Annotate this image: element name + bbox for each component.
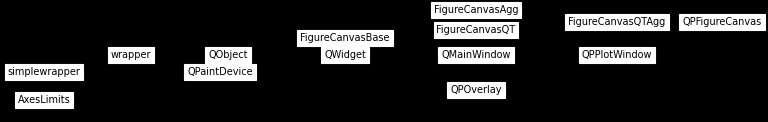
Text: QPPlotWindow: QPPlotWindow bbox=[581, 50, 652, 60]
Text: FigureCanvasQT: FigureCanvasQT bbox=[436, 25, 515, 35]
Text: QObject: QObject bbox=[208, 50, 248, 60]
Text: QPaintDevice: QPaintDevice bbox=[187, 67, 253, 77]
Text: QWidget: QWidget bbox=[324, 50, 366, 60]
Text: FigureCanvasAgg: FigureCanvasAgg bbox=[434, 5, 518, 15]
Text: wrapper: wrapper bbox=[111, 50, 151, 60]
Text: AxesLimits: AxesLimits bbox=[18, 95, 71, 105]
Text: QPOverlay: QPOverlay bbox=[450, 85, 502, 95]
Text: QPFigureCanvas: QPFigureCanvas bbox=[683, 17, 762, 27]
Text: FigureCanvasQTAgg: FigureCanvasQTAgg bbox=[568, 17, 666, 27]
Text: QMainWindow: QMainWindow bbox=[442, 50, 511, 60]
Text: FigureCanvasBase: FigureCanvasBase bbox=[300, 33, 389, 43]
Text: simplewrapper: simplewrapper bbox=[8, 67, 81, 77]
